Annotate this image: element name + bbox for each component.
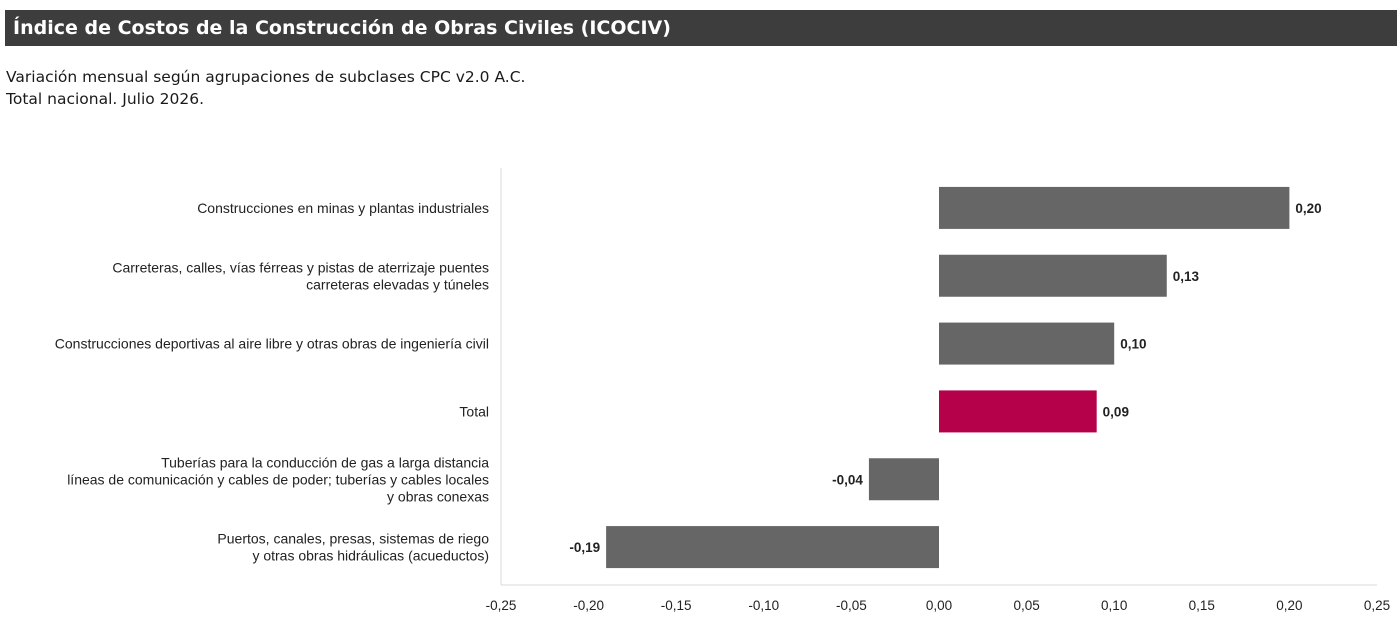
x-tick-label: 0,20 — [1276, 598, 1302, 613]
category-label: Construcciones en minas y plantas indust… — [197, 200, 489, 216]
x-tick-label: 0,15 — [1189, 598, 1215, 613]
bar-value-label: -0,19 — [569, 540, 600, 555]
bar-value-label: 0,09 — [1103, 404, 1129, 419]
title-bar: Índice de Costos de la Construcción de O… — [5, 10, 1397, 46]
subtitle-line-2: Total nacional. Julio 2026. — [6, 90, 205, 108]
category-label: y obras conexas — [387, 488, 489, 504]
bar-value-label: 0,10 — [1120, 337, 1146, 352]
category-label: Puertos, canales, presas, sistemas de ri… — [217, 531, 489, 547]
category-label: Total — [459, 403, 489, 419]
bar — [939, 390, 1097, 433]
subtitle: Variación mensual según agrupaciones de … — [6, 66, 525, 110]
category-label: líneas de comunicación y cables de poder… — [67, 471, 489, 487]
x-tick-label: -0,10 — [748, 598, 779, 613]
category-label: Construcciones deportivas al aire libre … — [55, 336, 489, 352]
subtitle-line-1: Variación mensual según agrupaciones de … — [6, 68, 526, 86]
chart-title: Índice de Costos de la Construcción de O… — [13, 17, 671, 39]
x-tick-label: -0,05 — [836, 598, 867, 613]
bar-value-label: 0,13 — [1173, 269, 1200, 284]
bar — [939, 322, 1115, 365]
x-tick-label: 0,05 — [1013, 598, 1039, 613]
bar — [606, 526, 939, 569]
x-tick-label: 0,10 — [1101, 598, 1127, 613]
bar-value-label: -0,04 — [832, 472, 863, 487]
x-tick-label: 0,25 — [1364, 598, 1390, 613]
category-label: Tuberías para la conducción de gas a lar… — [161, 454, 489, 470]
bar — [939, 254, 1167, 297]
bar-value-label: 0,20 — [1295, 201, 1321, 216]
category-label: y otras obras hidráulicas (acueductos) — [252, 548, 489, 564]
x-tick-label: -0,20 — [573, 598, 604, 613]
category-label: carreteras elevadas y túneles — [306, 276, 489, 292]
x-tick-label: 0,00 — [926, 598, 952, 613]
x-tick-label: -0,15 — [661, 598, 692, 613]
bar — [868, 458, 939, 501]
category-label: Carreteras, calles, vías férreas y pista… — [112, 259, 489, 275]
bar — [939, 186, 1290, 229]
x-tick-label: -0,25 — [486, 598, 517, 613]
